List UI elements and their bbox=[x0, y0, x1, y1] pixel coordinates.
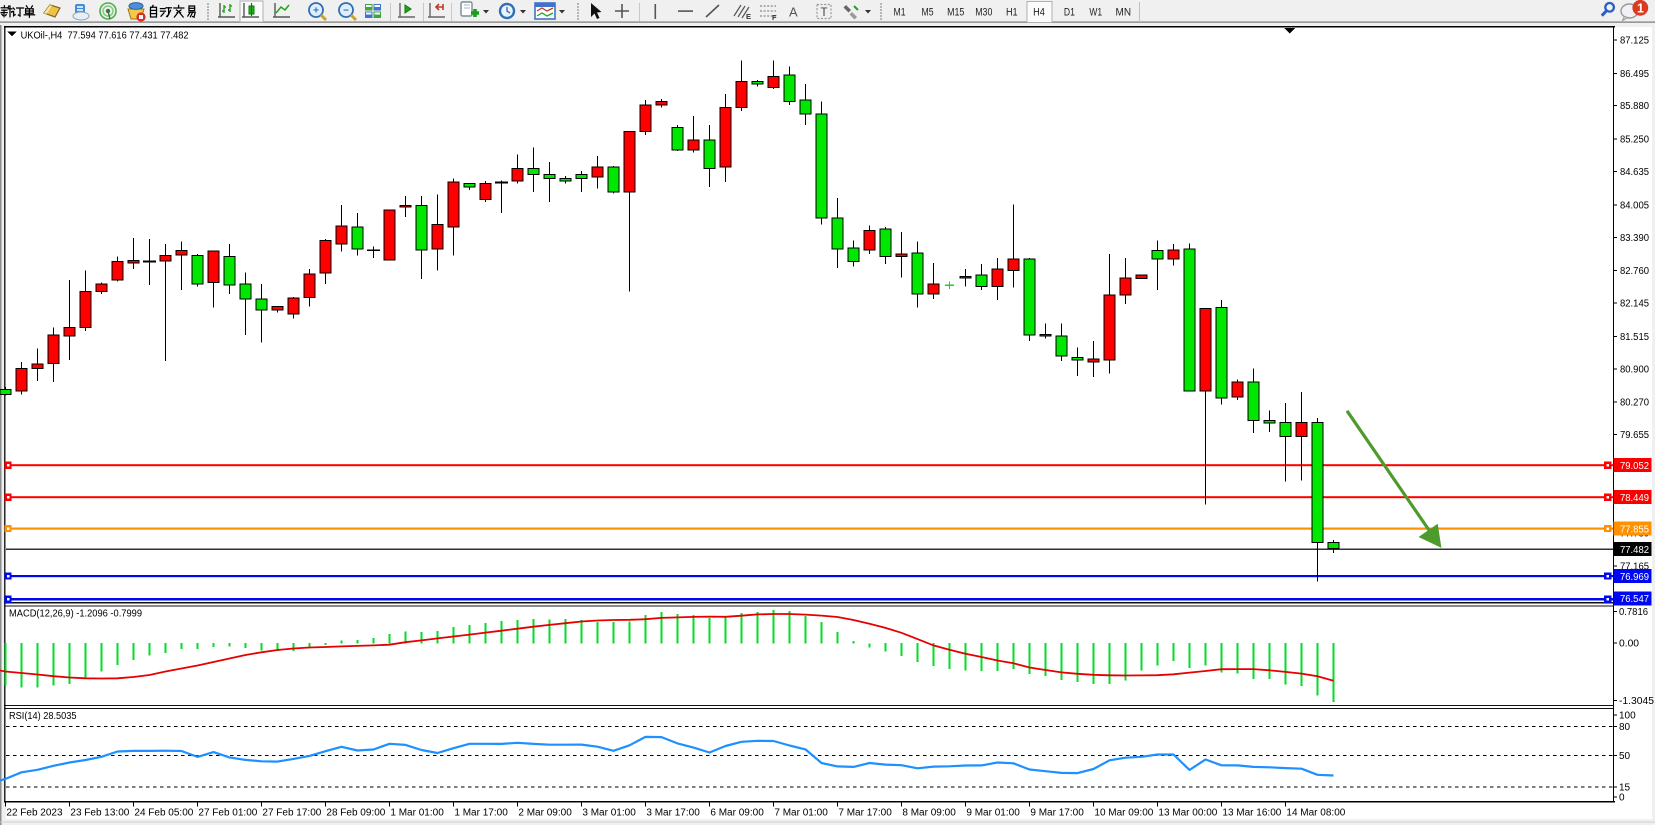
svg-text:7 Mar 01:00: 7 Mar 01:00 bbox=[774, 808, 828, 819]
svg-text:24 Feb 05:00: 24 Feb 05:00 bbox=[134, 808, 193, 819]
svg-text:76.969: 76.969 bbox=[1620, 572, 1649, 583]
svg-text:23 Feb 13:00: 23 Feb 13:00 bbox=[70, 808, 129, 819]
svg-text:T: T bbox=[821, 7, 828, 19]
svg-text:RSI(14) 28.5035: RSI(14) 28.5035 bbox=[9, 711, 77, 722]
svg-text:+: + bbox=[313, 6, 319, 17]
svg-text:M30: M30 bbox=[975, 7, 992, 19]
svg-text:0.7816: 0.7816 bbox=[1619, 607, 1648, 618]
svg-text:22 Feb 2023: 22 Feb 2023 bbox=[6, 808, 63, 819]
svg-text:MN: MN bbox=[1116, 7, 1132, 19]
svg-text:1 Mar 01:00: 1 Mar 01:00 bbox=[390, 808, 444, 819]
svg-text:84.635: 84.635 bbox=[1620, 167, 1649, 178]
svg-text:50: 50 bbox=[1619, 751, 1631, 762]
svg-text:9 Mar 17:00: 9 Mar 17:00 bbox=[1030, 808, 1084, 819]
svg-text:85.250: 85.250 bbox=[1620, 135, 1649, 146]
svg-text:7 Mar 17:00: 7 Mar 17:00 bbox=[838, 808, 892, 819]
svg-text:79.052: 79.052 bbox=[1620, 461, 1649, 472]
svg-text:100: 100 bbox=[1619, 711, 1636, 722]
svg-text:83.390: 83.390 bbox=[1620, 233, 1649, 244]
svg-text:86.495: 86.495 bbox=[1620, 69, 1649, 80]
svg-text:81.515: 81.515 bbox=[1620, 332, 1649, 343]
svg-text:27 Feb 17:00: 27 Feb 17:00 bbox=[262, 808, 321, 819]
svg-text:84.005: 84.005 bbox=[1620, 200, 1649, 211]
svg-text:0.00: 0.00 bbox=[1619, 639, 1639, 650]
svg-text:1: 1 bbox=[1637, 1, 1644, 15]
svg-text:-1.3045: -1.3045 bbox=[1619, 696, 1654, 707]
svg-text:8 Mar 09:00: 8 Mar 09:00 bbox=[902, 808, 956, 819]
svg-text:77.165: 77.165 bbox=[1620, 562, 1649, 573]
svg-text:E: E bbox=[746, 12, 751, 21]
svg-text:10 Mar 09:00: 10 Mar 09:00 bbox=[1094, 808, 1153, 819]
svg-text:MACD(12,26,9) -1.2096 -0.7999: MACD(12,26,9) -1.2096 -0.7999 bbox=[9, 609, 142, 620]
svg-text:F: F bbox=[772, 13, 777, 22]
svg-text:W1: W1 bbox=[1089, 7, 1102, 19]
svg-text:0: 0 bbox=[1619, 793, 1625, 804]
svg-text:H1: H1 bbox=[1006, 7, 1018, 19]
svg-text:77.855: 77.855 bbox=[1620, 524, 1649, 535]
svg-text:−: − bbox=[343, 6, 349, 17]
svg-text:A: A bbox=[789, 5, 798, 20]
svg-text:3 Mar 17:00: 3 Mar 17:00 bbox=[646, 808, 700, 819]
svg-text:79.655: 79.655 bbox=[1620, 430, 1649, 441]
svg-text:H4: H4 bbox=[1033, 7, 1045, 19]
svg-text:77.482: 77.482 bbox=[1620, 545, 1649, 556]
svg-text:D1: D1 bbox=[1064, 7, 1075, 19]
svg-text:14 Mar 08:00: 14 Mar 08:00 bbox=[1286, 808, 1345, 819]
svg-text:80.900: 80.900 bbox=[1620, 364, 1649, 375]
svg-text:76.547: 76.547 bbox=[1620, 594, 1649, 605]
svg-text:1 Mar 17:00: 1 Mar 17:00 bbox=[454, 808, 508, 819]
svg-text:87.125: 87.125 bbox=[1620, 36, 1649, 47]
svg-text:UKOil-,H4 77.594 77.616 77.43: UKOil-,H4 77.594 77.616 77.431 77.482 bbox=[21, 30, 189, 41]
svg-text:80: 80 bbox=[1619, 722, 1631, 733]
svg-text:78.449: 78.449 bbox=[1620, 493, 1649, 504]
svg-text:M15: M15 bbox=[947, 7, 964, 19]
svg-text:27 Feb 01:00: 27 Feb 01:00 bbox=[198, 808, 257, 819]
svg-text:13 Mar 16:00: 13 Mar 16:00 bbox=[1222, 808, 1281, 819]
svg-text:2 Mar 09:00: 2 Mar 09:00 bbox=[518, 808, 572, 819]
svg-text:13 Mar 00:00: 13 Mar 00:00 bbox=[1158, 808, 1217, 819]
svg-text:82.145: 82.145 bbox=[1620, 299, 1649, 310]
svg-text:3 Mar 01:00: 3 Mar 01:00 bbox=[582, 808, 636, 819]
svg-text:M5: M5 bbox=[922, 7, 934, 19]
svg-text:6 Mar 09:00: 6 Mar 09:00 bbox=[710, 808, 764, 819]
svg-text:80.270: 80.270 bbox=[1620, 398, 1649, 409]
svg-text:M1: M1 bbox=[894, 7, 906, 19]
svg-text:15: 15 bbox=[1619, 782, 1631, 793]
svg-text:9 Mar 01:00: 9 Mar 01:00 bbox=[966, 808, 1020, 819]
svg-text:28 Feb 09:00: 28 Feb 09:00 bbox=[326, 808, 385, 819]
svg-text:82.760: 82.760 bbox=[1620, 266, 1649, 277]
svg-text:85.880: 85.880 bbox=[1620, 101, 1649, 112]
